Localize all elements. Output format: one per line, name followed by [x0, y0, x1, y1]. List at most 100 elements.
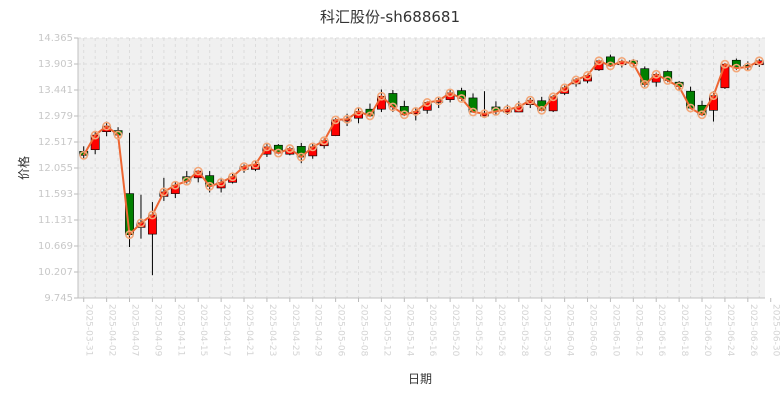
x-tick-label: 2025-04-11 [175, 304, 185, 356]
y-tick-label: 12.055 [38, 163, 73, 174]
close-price-marker [136, 218, 146, 228]
close-price-marker [502, 105, 512, 115]
y-tick-label: 10.669 [38, 241, 73, 252]
y-tick-label: 11.593 [38, 189, 73, 200]
close-price-marker [148, 210, 157, 220]
close-price-marker [159, 187, 169, 197]
close-price-marker [754, 56, 764, 66]
close-price-marker [102, 121, 112, 131]
close-price-marker [296, 152, 306, 162]
x-tick-label: 2025-06-04 [565, 304, 575, 357]
close-price-marker [411, 107, 421, 116]
close-price-marker [606, 61, 615, 71]
y-tick-label: 12.517 [38, 137, 73, 148]
close-price-marker [537, 105, 547, 115]
close-price-marker [617, 56, 627, 66]
close-price-marker [571, 75, 581, 85]
close-price-marker [731, 63, 741, 73]
x-tick-label: 2025-05-08 [359, 304, 369, 357]
close-price-marker [193, 166, 203, 176]
close-price-marker [491, 107, 501, 116]
y-tick-label: 13.903 [38, 59, 73, 70]
y-tick-label: 12.979 [38, 111, 73, 122]
x-tick-label: 2025-05-20 [450, 304, 460, 357]
close-price-marker [273, 148, 283, 158]
close-price-marker [377, 91, 386, 101]
plot-area: 9.745 10.207 10.669 11.131 11.593 12.055 12.51… [38, 33, 780, 357]
close-price-marker [514, 102, 524, 112]
x-tick-label: 2025-05-14 [404, 304, 414, 357]
x-tick-label: 2025-06-30 [771, 304, 780, 357]
close-price-marker [342, 114, 352, 124]
close-price-marker [319, 136, 329, 146]
close-price-marker [262, 142, 272, 152]
close-price-marker [205, 181, 215, 191]
close-price-marker [468, 107, 478, 117]
close-price-marker [251, 159, 260, 169]
close-price-marker [388, 102, 398, 112]
close-price-marker [90, 130, 100, 140]
close-price-marker [422, 98, 432, 107]
x-tick-label: 2025-06-16 [656, 304, 666, 357]
x-tick-label: 2025-05-28 [519, 304, 529, 357]
chart-title: 科汇股份-sh688681 [320, 8, 460, 26]
x-tick-label: 2025-04-25 [290, 304, 300, 356]
close-price-marker [594, 56, 604, 66]
close-price-marker [434, 96, 444, 106]
x-tick-label: 2025-05-06 [336, 304, 346, 357]
close-price-marker [399, 110, 409, 120]
x-tick-label: 2025-06-10 [610, 304, 620, 357]
x-tick-label: 2025-04-29 [313, 304, 323, 357]
x-tick-label: 2025-05-30 [542, 304, 552, 357]
close-price-marker [445, 88, 455, 98]
x-tick-label: 2025-04-07 [130, 304, 140, 356]
y-axis-label: 价格 [16, 156, 31, 180]
x-tick-label: 2025-06-06 [588, 304, 598, 357]
close-price-marker [365, 111, 375, 121]
close-price-marker [651, 69, 661, 79]
x-tick-label: 2025-06-26 [748, 304, 758, 357]
x-tick-label: 2025-05-26 [496, 304, 506, 357]
x-tick-label: 2025-06-20 [702, 304, 712, 357]
close-price-marker [457, 94, 466, 103]
close-price-marker [583, 71, 592, 80]
x-tick-label: 2025-04-09 [152, 304, 162, 357]
x-tick-label: 2025-05-12 [381, 304, 391, 356]
close-price-line [82, 59, 760, 237]
close-price-marker [79, 150, 89, 160]
y-tick-label: 11.131 [38, 215, 73, 226]
close-price-marker [663, 76, 673, 85]
close-price-marker [686, 103, 695, 113]
close-price-marker [113, 130, 123, 140]
y-tick-label: 10.207 [38, 267, 73, 278]
close-price-marker [182, 176, 192, 186]
x-tick-label: 2025-05-22 [473, 304, 483, 356]
close-price-marker [228, 172, 237, 182]
x-tick-label: 2025-03-31 [84, 304, 94, 356]
x-tick-label: 2025-06-12 [633, 304, 643, 356]
close-price-marker [170, 180, 180, 190]
close-price-marker [709, 91, 718, 101]
x-tick-label: 2025-06-24 [725, 304, 735, 357]
close-price-marker [674, 82, 684, 92]
close-price-marker [720, 59, 730, 69]
close-price-marker [331, 115, 341, 125]
close-price-marker [480, 109, 489, 119]
x-tick-label: 2025-04-02 [107, 304, 117, 356]
y-tick-label: 13.441 [38, 85, 73, 96]
close-price-marker [354, 107, 363, 116]
close-price-marker [697, 110, 707, 120]
x-tick-label: 2025-04-23 [267, 304, 277, 356]
x-tick-label: 2025-04-17 [221, 304, 231, 356]
close-price-marker [216, 177, 226, 187]
close-price-marker [628, 59, 638, 69]
close-price-marker [560, 83, 570, 93]
x-tick-label: 2025-04-15 [198, 304, 208, 356]
close-price-marker [308, 142, 318, 152]
close-price-marker [239, 162, 249, 171]
close-price-marker [548, 92, 558, 102]
y-tick-label: 9.745 [44, 293, 73, 304]
x-tick-label: 2025-05-16 [427, 304, 437, 357]
x-tick-label: 2025-04-21 [244, 304, 254, 356]
